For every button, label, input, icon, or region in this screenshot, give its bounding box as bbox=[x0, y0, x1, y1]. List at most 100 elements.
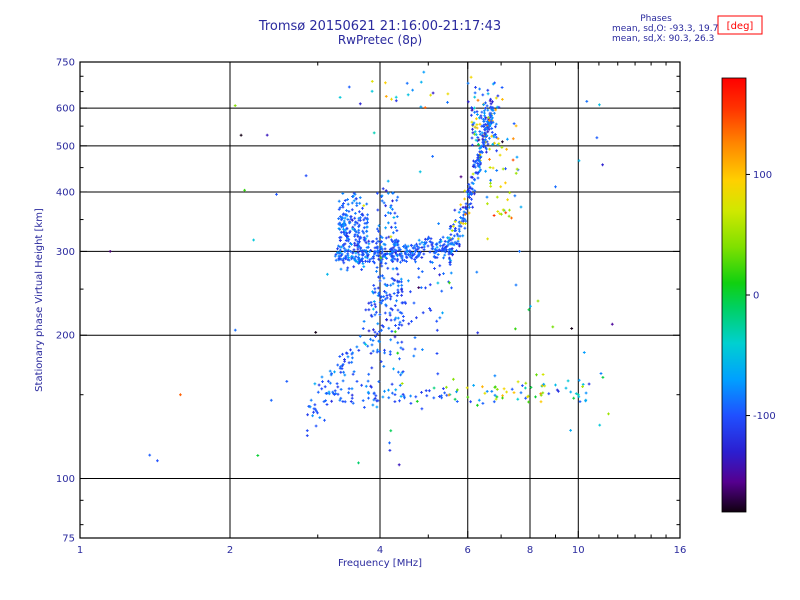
scatter-point bbox=[352, 370, 356, 373]
scatter-point bbox=[348, 221, 352, 224]
scatter-point bbox=[495, 149, 498, 153]
scatter-point bbox=[353, 192, 357, 196]
scatter-point bbox=[468, 196, 471, 199]
scatter-point bbox=[346, 218, 350, 221]
scatter-point bbox=[367, 308, 371, 312]
scatter-point bbox=[377, 275, 380, 279]
scatter-point bbox=[351, 356, 354, 360]
scatter-point bbox=[432, 386, 436, 390]
scatter-point bbox=[357, 256, 361, 260]
scatter-point bbox=[418, 170, 422, 174]
scatter-point bbox=[577, 159, 581, 163]
scatter-point bbox=[363, 406, 366, 409]
scatter-point bbox=[340, 245, 343, 249]
scatter-point bbox=[356, 241, 360, 245]
scatter-point bbox=[385, 296, 389, 300]
scatter-point bbox=[347, 245, 351, 249]
scatter-point bbox=[343, 242, 347, 246]
scatter-point bbox=[384, 262, 388, 265]
scatter-point bbox=[396, 272, 400, 276]
scatter-point bbox=[493, 374, 497, 378]
scatter-point bbox=[463, 217, 467, 221]
scatter-point bbox=[486, 92, 490, 96]
scatter-point bbox=[337, 217, 340, 220]
scatter-point bbox=[372, 328, 375, 332]
scatter-point bbox=[373, 302, 377, 306]
scatter-point bbox=[350, 387, 354, 391]
scatter-point bbox=[419, 80, 423, 84]
scatter-point bbox=[577, 378, 581, 382]
scatter-point bbox=[339, 267, 343, 271]
scatter-point bbox=[396, 316, 400, 320]
scatter-point bbox=[459, 216, 462, 219]
scatter-point bbox=[363, 222, 367, 225]
scatter-point bbox=[485, 134, 489, 137]
scatter-point bbox=[342, 219, 346, 223]
scatter-point bbox=[457, 210, 461, 214]
scatter-point bbox=[493, 111, 496, 115]
scatter-point bbox=[358, 240, 361, 244]
scatter-point bbox=[489, 102, 493, 106]
x-tick-label: 10 bbox=[572, 545, 585, 556]
scatter-point bbox=[339, 388, 343, 391]
scatter-point bbox=[379, 261, 383, 265]
scatter-point bbox=[338, 96, 342, 99]
scatter-point bbox=[461, 234, 465, 238]
scatter-point bbox=[384, 226, 387, 230]
scatter-point bbox=[379, 360, 383, 363]
scatter-point bbox=[495, 195, 499, 199]
scatter-point bbox=[373, 330, 377, 334]
scatter-point bbox=[477, 143, 480, 146]
scatter-point bbox=[393, 400, 397, 403]
scatter-point bbox=[391, 246, 395, 250]
scatter-point bbox=[554, 185, 557, 189]
scatter-point bbox=[455, 390, 458, 394]
scatter-point bbox=[377, 339, 381, 343]
scatter-point bbox=[476, 136, 480, 139]
scatter-point bbox=[395, 294, 399, 297]
scatter-point bbox=[412, 354, 416, 358]
scatter-point bbox=[367, 242, 371, 246]
scatter-point bbox=[362, 231, 366, 235]
scatter-point bbox=[342, 227, 345, 231]
scatter-point bbox=[314, 424, 318, 428]
scatter-point bbox=[473, 110, 476, 114]
scatter-point bbox=[414, 249, 417, 253]
scatter-point bbox=[476, 162, 479, 165]
scatter-point bbox=[378, 279, 382, 283]
scatter-point bbox=[425, 394, 429, 398]
scatter-point bbox=[364, 241, 368, 245]
scatter-point bbox=[411, 251, 414, 255]
scatter-point bbox=[483, 114, 486, 118]
scatter-point bbox=[462, 213, 465, 217]
scatter-point bbox=[485, 104, 489, 108]
scatter-point bbox=[475, 117, 478, 121]
scatter-point bbox=[380, 251, 384, 255]
scatter-point bbox=[364, 384, 368, 388]
scatter-point bbox=[372, 131, 376, 135]
scatter-point bbox=[342, 243, 345, 246]
scatter-point bbox=[495, 169, 499, 172]
scatter-point bbox=[339, 248, 342, 252]
scatter-point bbox=[393, 248, 397, 252]
scatter-point bbox=[344, 239, 348, 242]
scatter-point bbox=[383, 290, 386, 293]
scatter-point bbox=[407, 322, 411, 326]
scatter-point bbox=[475, 123, 479, 126]
scatter-point bbox=[462, 210, 466, 214]
scatter-point bbox=[350, 208, 354, 212]
scatter-point bbox=[339, 365, 342, 369]
scatter-point bbox=[376, 191, 379, 195]
scatter-point bbox=[351, 351, 354, 355]
scatter-point bbox=[467, 187, 471, 190]
scatter-point bbox=[357, 225, 361, 228]
scatter-point bbox=[598, 423, 602, 427]
scatter-point bbox=[313, 382, 317, 386]
scatter-point bbox=[478, 165, 481, 169]
scatter-point bbox=[351, 372, 355, 376]
scatter-point bbox=[304, 174, 308, 178]
scatter-point bbox=[379, 274, 383, 278]
scatter-point bbox=[501, 140, 504, 144]
scatter-point bbox=[341, 224, 345, 227]
scatter-point bbox=[341, 400, 345, 403]
